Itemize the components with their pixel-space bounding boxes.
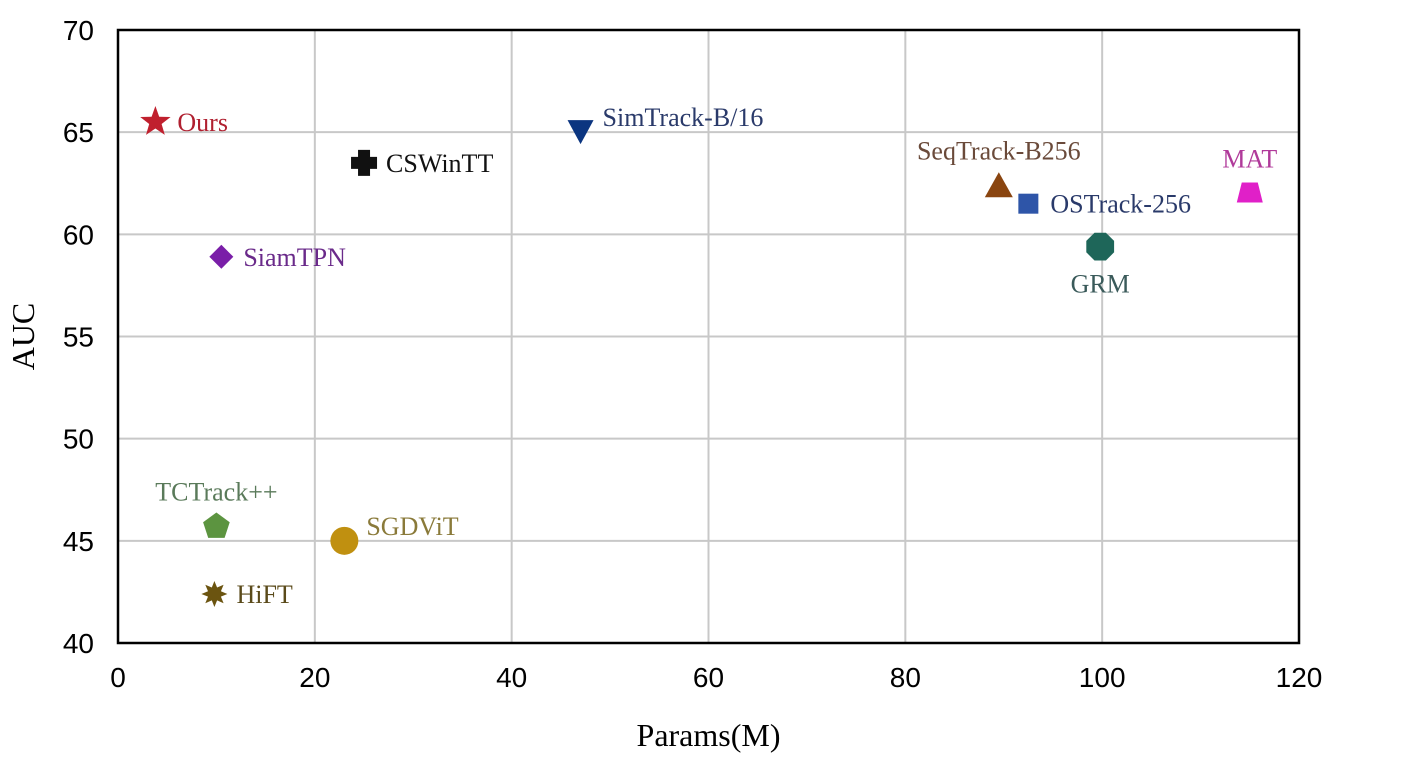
data-point: SiamTPN [209,243,346,272]
point-label: SeqTrack-B256 [917,136,1081,165]
x-tick-label: 0 [110,662,126,693]
data-point: TCTrack++ [155,478,278,538]
point-label: OSTrack-256 [1050,190,1191,219]
y-tick-label: 60 [63,219,94,250]
point-label: TCTrack++ [155,478,277,507]
data-point: HiFT [201,580,293,609]
y-tick-label: 65 [63,117,94,148]
y-tick-label: 40 [63,628,94,659]
point-label: CSWinTT [386,149,493,178]
x-tick-label: 60 [693,662,724,693]
marker-star [140,106,171,135]
y-tick-label: 50 [63,424,94,455]
marker-triangle-up [984,172,1013,198]
marker-star8 [201,581,228,607]
x-tick-label: 40 [496,662,527,693]
data-points: Ours CSWinTT SimTrack-B/16 SeqTrack-B256 OST… [140,103,1277,609]
tick-labels: 0 20 40 60 80 100 120 40 45 50 55 60 65 70 [63,15,1323,693]
data-point: CSWinTT [351,149,493,178]
plot-area-frame [116,28,1301,645]
x-tick-label: 120 [1276,662,1323,693]
data-point: Ours [140,106,228,137]
marker-circle [330,526,359,555]
point-label: HiFT [236,580,292,609]
data-point: GRM [1071,232,1130,299]
marker-square [1018,193,1039,214]
marker-diamond [209,244,234,269]
point-label: SGDViT [366,512,458,541]
marker-pentagon [203,512,230,538]
point-label: SimTrack-B/16 [603,103,764,132]
data-point: SeqTrack-B256 [917,136,1081,198]
point-label: SiamTPN [243,243,346,272]
data-point: OSTrack-256 [1018,190,1191,219]
x-axis-title: Params(M) [637,717,781,753]
data-point: SGDViT [330,512,459,555]
marker-triangle-down [567,120,594,145]
point-label: GRM [1071,270,1130,299]
marker-cross [351,149,378,176]
marker-octagon [1086,232,1115,261]
y-tick-label: 70 [63,15,94,46]
y-tick-label: 55 [63,322,94,353]
data-point: SimTrack-B/16 [567,103,764,145]
marker-trapezoid [1236,182,1263,203]
x-tick-label: 80 [890,662,921,693]
data-point: MAT [1222,144,1277,203]
x-tick-label: 20 [299,662,330,693]
point-label: Ours [177,108,228,137]
y-axis-title: AUC [5,303,41,371]
x-tick-label: 100 [1079,662,1126,693]
y-tick-label: 45 [63,526,94,557]
point-label: MAT [1222,144,1277,173]
